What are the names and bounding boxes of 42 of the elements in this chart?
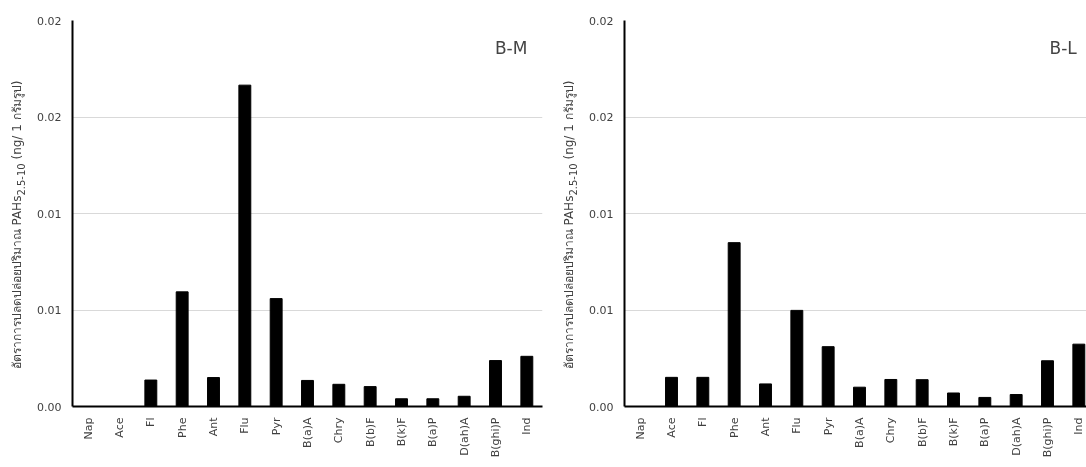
- x-tick-label: B(k)F: [395, 417, 408, 447]
- y-tick-label: 0.01: [589, 207, 614, 221]
- y-tick-label: 0.02: [589, 111, 614, 124]
- x-tick-label: Flu: [238, 417, 252, 434]
- x-tick-label: Ind: [1072, 417, 1086, 435]
- x-tick-label: B(a)A: [301, 417, 314, 448]
- x-tick-label: Pyr: [269, 417, 283, 436]
- x-tick-label: Phe: [727, 417, 741, 438]
- y-tick-label: 0.02: [37, 111, 62, 124]
- y-tick-label: 0.02: [589, 14, 614, 28]
- x-tick-label: Flu: [790, 417, 804, 434]
- x-tick-label: B(a)P: [978, 417, 992, 447]
- x-tick-label: Phe: [175, 417, 189, 438]
- x-tick-label: Ant: [759, 416, 772, 437]
- x-tick-label: D(ah)A: [1009, 417, 1023, 456]
- x-tick-label: Ind: [520, 417, 534, 435]
- x-tick-label: B(ghi)P: [489, 417, 502, 458]
- y-tick-label: 0.01: [37, 207, 62, 221]
- x-tick-label: Fl: [696, 417, 710, 427]
- x-tick-label: Nap: [633, 417, 647, 440]
- x-tick-label: B(b)F: [363, 417, 377, 447]
- text: B-M: [494, 37, 528, 58]
- x-tick-label: Ant: [207, 416, 220, 437]
- x-tick-label: B(a)A: [853, 417, 866, 448]
- x-tick-label: B(k)F: [947, 417, 960, 447]
- x-tick-label: B(b)F: [915, 417, 929, 447]
- x-tick-label: Pyr: [821, 417, 835, 436]
- x-tick-label: Ace: [113, 417, 126, 438]
- y-tick-label: 0.00: [37, 400, 62, 414]
- y-tick-label: 0.02: [37, 14, 62, 28]
- x-tick-label: Ace: [665, 417, 678, 438]
- y-tick-label: 0.01: [37, 304, 62, 317]
- y-tick-label: 0.00: [589, 400, 614, 414]
- x-tick-label: B(a)P: [426, 417, 440, 447]
- x-tick-label: B(ghi)P: [1041, 417, 1054, 458]
- x-tick-label: Chry: [332, 417, 346, 444]
- x-tick-label: Fl: [144, 417, 158, 427]
- text: B-L: [1049, 37, 1078, 58]
- x-tick-label: Nap: [81, 417, 95, 440]
- x-tick-label: Chry: [884, 417, 898, 444]
- x-tick-label: D(ah)A: [457, 417, 471, 456]
- y-tick-label: 0.01: [589, 304, 614, 317]
